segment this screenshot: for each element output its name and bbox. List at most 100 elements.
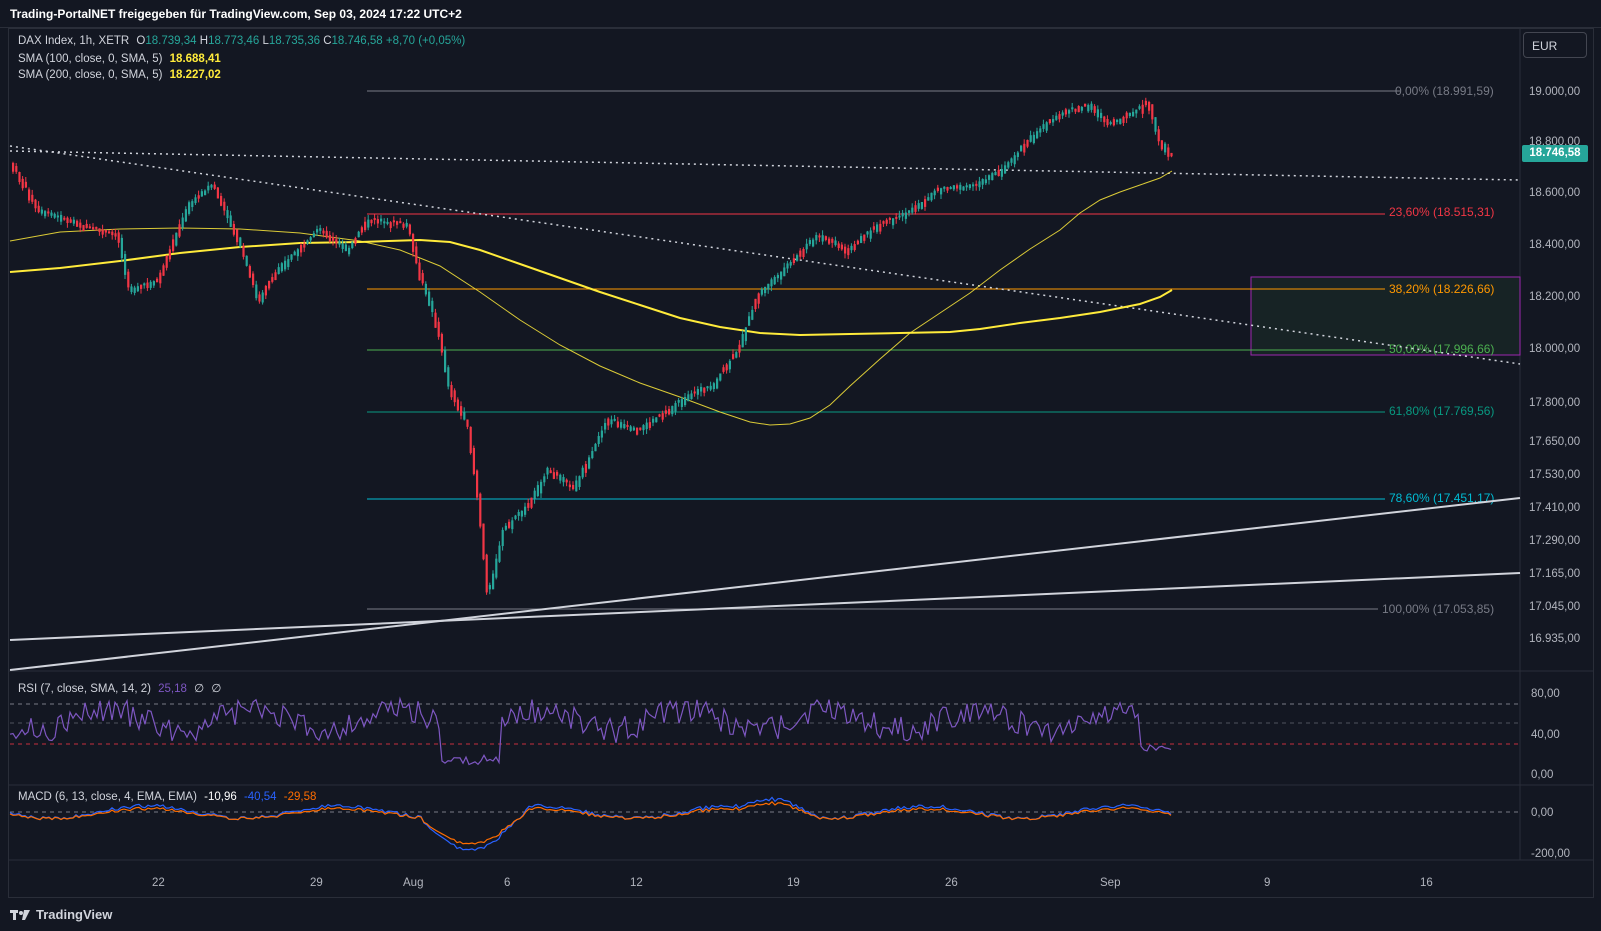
candle-body <box>1039 128 1042 133</box>
candle-body <box>364 221 367 231</box>
candle-body <box>930 192 933 201</box>
candle-body <box>693 391 696 394</box>
candle-body <box>386 221 389 224</box>
price-axis-label: 17.290,00 <box>1529 535 1580 547</box>
candle-body <box>1154 117 1157 132</box>
candle-body <box>1007 162 1010 168</box>
fib-0-label: 0,00% (18.991,59) <box>1395 84 1494 98</box>
rsi-extra1: ∅ <box>194 683 205 695</box>
candle-body <box>280 263 283 272</box>
trendline-dotted-falling[interactable] <box>9 145 1521 365</box>
trendline-support-steep[interactable] <box>9 497 1521 671</box>
candle-body <box>136 286 139 292</box>
sma-200-line[interactable] <box>9 238 1173 337</box>
candle-body <box>239 237 242 247</box>
candle-body <box>760 288 763 295</box>
candle-body <box>565 479 568 483</box>
candle-body <box>1036 131 1039 139</box>
price-axis[interactable]: 19.000,0018.800,0018.600,0018.400,0018.2… <box>1529 86 1580 645</box>
macd-line[interactable] <box>9 796 1172 851</box>
time-axis[interactable]: 22 29 Aug 6 12 19 26 Sep 9 16 <box>152 877 1433 889</box>
candle-body <box>908 210 911 213</box>
candle-body <box>476 470 479 498</box>
candle-body <box>847 248 850 256</box>
share-title: Trading-PortalNET freigegeben für Tradin… <box>10 7 462 21</box>
candle-body <box>770 279 773 287</box>
candle-body <box>549 470 552 474</box>
candle-body <box>357 231 360 238</box>
candle-body <box>428 291 431 306</box>
candle-body <box>341 243 344 250</box>
candle-body <box>332 237 335 241</box>
sma100-legend[interactable]: SMA (100, close, 0, SMA, 5) 18.688,41 <box>18 53 225 65</box>
candle-body <box>501 529 504 547</box>
trendline-dotted-flat[interactable] <box>9 150 1521 181</box>
candle-body <box>188 202 191 214</box>
sma200-legend[interactable]: SMA (200, close, 0, SMA, 5) 18.227,02 <box>18 69 225 81</box>
candle-body <box>1048 119 1051 123</box>
currency-button[interactable]: EUR <box>1523 32 1587 58</box>
sma100-label: SMA (100, close, 0, SMA, 5) <box>18 53 163 65</box>
candle-body <box>72 219 75 224</box>
macd-pane[interactable] <box>9 796 1520 851</box>
candle-body <box>629 426 632 431</box>
macd-legend[interactable]: MACD (6, 13, close, 4, EMA, EMA) -10,96 … <box>18 791 320 803</box>
candle-body <box>380 218 383 222</box>
candle-body <box>578 476 581 488</box>
candle-body <box>255 284 258 299</box>
candle-body <box>162 265 165 276</box>
candle-body <box>1016 152 1019 157</box>
candle-body <box>1058 114 1061 120</box>
candle-body <box>984 179 987 184</box>
rsi-pane[interactable] <box>9 696 1520 766</box>
candle-body <box>978 181 981 188</box>
candle-body <box>850 245 853 251</box>
fib-50-label: 50,00% (17.996,66) <box>1389 342 1494 356</box>
candle-body <box>568 484 571 488</box>
candle-body <box>802 249 805 258</box>
trendline-support-flat[interactable] <box>9 572 1521 641</box>
candle-body <box>680 399 683 407</box>
candle-body <box>994 171 997 176</box>
candle-body <box>936 187 939 191</box>
candle-body <box>114 233 117 237</box>
candle-body <box>248 266 251 278</box>
candle-body <box>1103 116 1106 123</box>
candle-body <box>706 386 709 389</box>
candle-body <box>492 573 495 590</box>
candle-body <box>700 386 703 392</box>
candle-body <box>98 228 101 233</box>
candle-body <box>354 238 357 244</box>
candle-body <box>943 186 946 189</box>
candle-body <box>1116 119 1119 123</box>
candle-body <box>1000 168 1003 177</box>
candle-body <box>50 212 53 216</box>
candle-body <box>844 246 847 254</box>
candle-body <box>232 223 235 235</box>
main-legend[interactable]: DAX Index, 1h, XETR O18.739,34 H18.773,4… <box>18 35 469 47</box>
fib-236-label: 23,60% (18.515,31) <box>1389 205 1494 219</box>
target-zone-rect[interactable] <box>1250 276 1521 356</box>
candle-body <box>1148 101 1151 111</box>
tradingview-brand[interactable]: TradingView <box>36 907 113 922</box>
candle-body <box>914 205 917 212</box>
rsi-line[interactable] <box>9 696 1172 766</box>
candle-body <box>1013 155 1016 165</box>
candle-body <box>732 354 735 359</box>
candle-body <box>792 258 795 264</box>
price-axis-label: 18.200,00 <box>1529 291 1580 303</box>
candle-body <box>472 447 475 475</box>
candle-body <box>63 217 66 220</box>
fib-retracement[interactable]: 0,00% (18.991,59) 23,60% (18.515,31) 38,… <box>367 84 1494 616</box>
candle-body <box>60 214 63 222</box>
price-candles[interactable] <box>12 97 1173 595</box>
rsi-legend[interactable]: RSI (7, close, SMA, 14, 2) 25,18 ∅ ∅ <box>18 681 225 695</box>
candle-body <box>911 207 914 213</box>
candle-body <box>437 321 440 337</box>
candle-body <box>316 229 319 233</box>
candle-body <box>504 525 507 530</box>
macd-signal-line[interactable] <box>9 800 1172 845</box>
candle-body <box>412 233 415 252</box>
sma-100-line[interactable] <box>9 170 1173 426</box>
